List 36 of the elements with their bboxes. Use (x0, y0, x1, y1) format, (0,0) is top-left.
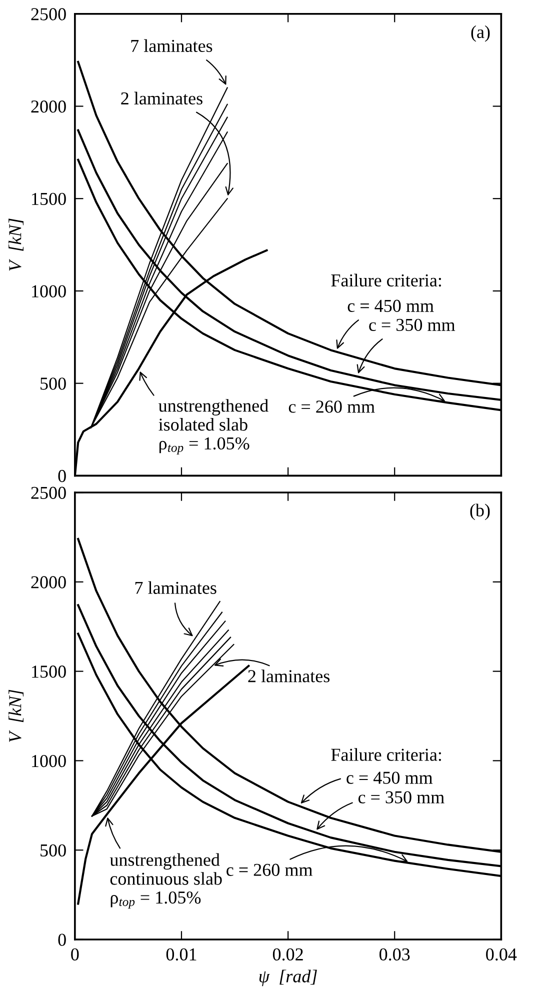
annotation: unstrengthened isolated slab ρ$_{top}$ = 1.05% (158, 399, 268, 455)
y-tick-label: 2000 (31, 100, 66, 113)
annotation: unstrengthened continuous slab ρ$_{top}$ = 1.05% (110, 853, 222, 909)
y-tick-label: 1500 (32, 192, 66, 206)
annotation: c = 350 mm (358, 791, 444, 804)
x-tick-label: 0.02 (272, 948, 303, 961)
y-tick-label: 0 (58, 470, 66, 482)
y-tick-label: 2500 (31, 486, 66, 499)
annotation: 2 laminates (248, 670, 330, 682)
annotation: c = 450 mm (348, 300, 434, 312)
y-tick-label: 2500 (31, 8, 66, 20)
y-tick-label: 1000 (32, 285, 66, 298)
text: (b) (470, 504, 490, 520)
y-tick-label: 500 (40, 378, 66, 390)
y-tick-label: 500 (40, 844, 66, 857)
y-axis-title: V [kN] (8, 218, 24, 271)
annotation: 7 laminates (135, 581, 216, 594)
y-tick-label: 1500 (32, 666, 66, 678)
annotation: c = 260 mm (288, 400, 375, 413)
x-tick-label: 0 (71, 948, 79, 961)
annotation: 2 laminates (121, 92, 202, 105)
y-tick-label: 1000 (32, 754, 66, 768)
x-tick-label: 0.04 (486, 948, 517, 961)
annotation: c = 350 mm (369, 318, 456, 332)
annotation: c = 450 mm (346, 772, 433, 784)
y-tick-label: 2000 (31, 576, 66, 588)
y-tick-label: 0 (58, 934, 66, 946)
text: (a) (471, 25, 490, 42)
x-tick-label: 0.03 (379, 948, 410, 961)
x-tick-label: 0.01 (166, 948, 196, 961)
annotation: c = 260 mm (226, 864, 312, 876)
annotation: 7 laminates (131, 39, 212, 52)
y-axis-title: V [kN] (8, 690, 24, 742)
x-axis-title: ψ [rad] (259, 970, 317, 986)
annotation: Failure criteria: (331, 748, 441, 761)
annotation: Failure criteria: (331, 274, 441, 287)
